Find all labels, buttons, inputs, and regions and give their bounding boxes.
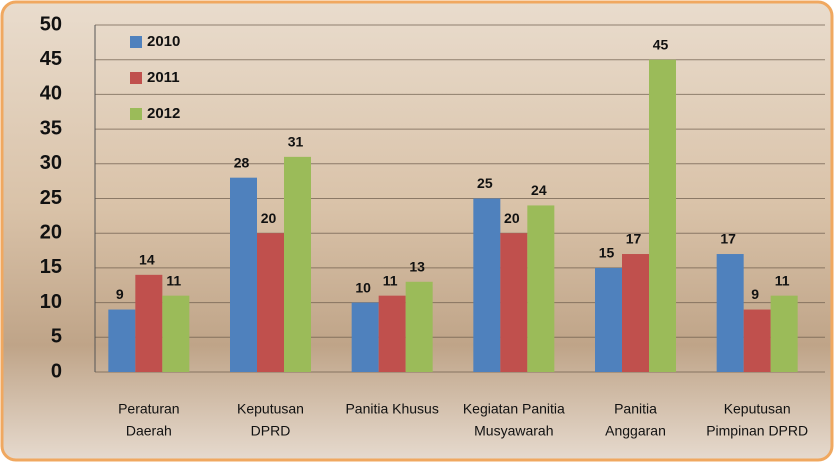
- bar: [406, 282, 433, 372]
- value-label: 15: [599, 245, 615, 261]
- y-tick-label: 30: [40, 152, 62, 174]
- value-label: 14: [139, 252, 155, 268]
- value-label: 20: [504, 210, 520, 226]
- bar: [257, 233, 284, 372]
- x-tick-label: Pimpinan DPRD: [706, 423, 808, 439]
- bar: [284, 157, 311, 372]
- bar: [352, 303, 379, 372]
- bar: [162, 296, 189, 372]
- value-label: 11: [775, 272, 790, 288]
- bar: [744, 310, 771, 372]
- bar: [379, 296, 406, 372]
- legend-label: 2011: [147, 69, 180, 86]
- y-tick-label: 45: [40, 48, 62, 70]
- value-label: 10: [355, 279, 371, 295]
- bar: [771, 296, 798, 372]
- y-tick-label: 25: [40, 187, 62, 209]
- bar: [500, 233, 527, 372]
- x-tick-label: DPRD: [251, 423, 291, 439]
- legend-swatch: [130, 108, 142, 120]
- bar: [135, 275, 162, 372]
- bar: [649, 60, 676, 372]
- value-label: 9: [751, 286, 759, 302]
- bar: [527, 205, 554, 372]
- legend-label: 2010: [147, 33, 180, 50]
- bar: [473, 199, 500, 373]
- y-tick-label: 40: [40, 83, 62, 105]
- bar: [230, 178, 257, 372]
- value-label: 24: [531, 182, 547, 198]
- value-label: 13: [409, 258, 425, 274]
- y-tick-label: 0: [51, 360, 62, 382]
- x-tick-label: Kegiatan Panitia: [463, 401, 565, 417]
- value-label: 45: [653, 36, 669, 52]
- bar: [717, 254, 744, 372]
- bar: [595, 268, 622, 372]
- legend-swatch: [130, 72, 142, 84]
- x-tick-label: Keputusan: [237, 401, 304, 417]
- bar: [108, 310, 135, 372]
- bar: [622, 254, 649, 372]
- x-tick-label: Peraturan: [118, 401, 179, 417]
- value-label: 11: [383, 272, 398, 288]
- value-label: 9: [116, 286, 124, 302]
- y-tick-label: 15: [40, 256, 62, 278]
- x-tick-label: Anggaran: [605, 423, 666, 439]
- y-tick-label: 20: [40, 221, 62, 243]
- value-label: 25: [477, 175, 493, 191]
- chart-frame: [2, 2, 832, 460]
- value-label: 31: [288, 134, 304, 150]
- x-tick-label: Panitia Khusus: [345, 401, 438, 417]
- value-label: 17: [720, 231, 736, 247]
- chart: 0 5 10 15 20 25 30 35 40 45 50 9 14 11 Peraturan Daerah…: [0, 0, 834, 462]
- x-tick-label: Panitia: [614, 401, 657, 417]
- value-label: 11: [166, 272, 181, 288]
- value-label: 28: [234, 154, 250, 170]
- x-tick-label: Daerah: [126, 423, 172, 439]
- x-tick-label: Keputusan: [724, 401, 791, 417]
- x-tick-label: Musyawarah: [474, 423, 553, 439]
- y-tick-label: 5: [51, 326, 62, 348]
- y-tick-label: 50: [40, 13, 62, 35]
- legend-label: 2012: [147, 105, 180, 122]
- value-label: 17: [626, 231, 642, 247]
- y-tick-label: 10: [40, 291, 62, 313]
- y-tick-label: 35: [40, 117, 62, 139]
- legend-swatch: [130, 36, 142, 48]
- value-label: 20: [261, 210, 277, 226]
